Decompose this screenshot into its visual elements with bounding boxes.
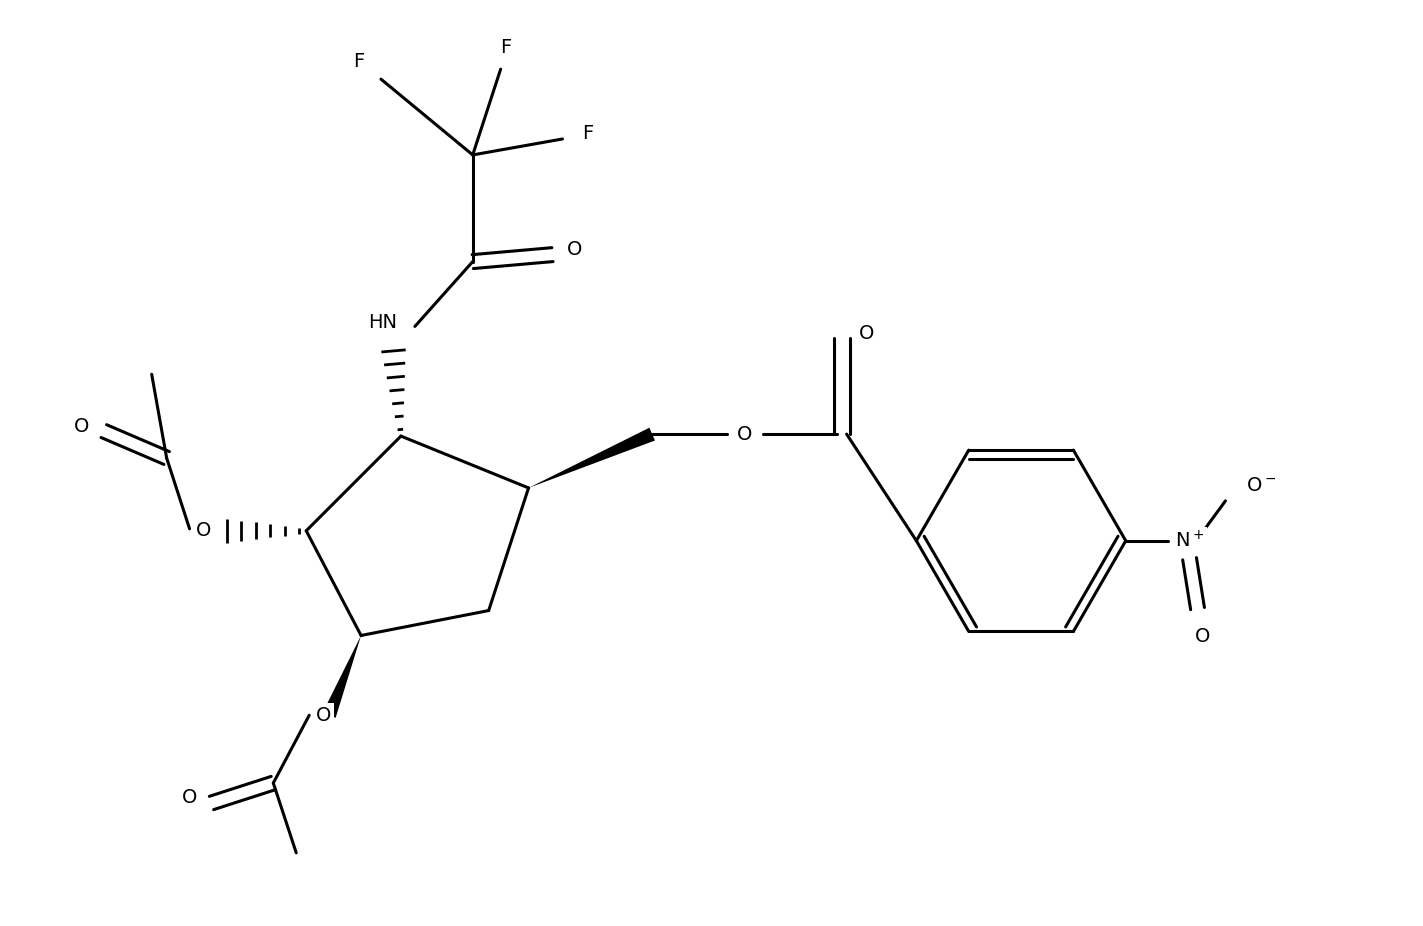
Text: O: O (74, 417, 90, 435)
Text: O$^-$: O$^-$ (1247, 477, 1276, 495)
Text: O: O (196, 521, 211, 540)
Text: O: O (1195, 627, 1210, 646)
Text: N$^+$: N$^+$ (1175, 530, 1204, 551)
Polygon shape (323, 635, 361, 718)
Text: O: O (182, 789, 198, 807)
Text: F: F (582, 124, 593, 144)
Text: O: O (737, 425, 753, 444)
Text: F: F (499, 38, 511, 56)
Polygon shape (528, 428, 655, 488)
Text: HN: HN (369, 313, 397, 332)
Text: O: O (859, 324, 874, 343)
Text: O: O (566, 240, 582, 259)
Text: F: F (353, 52, 364, 70)
Text: O: O (316, 706, 332, 725)
